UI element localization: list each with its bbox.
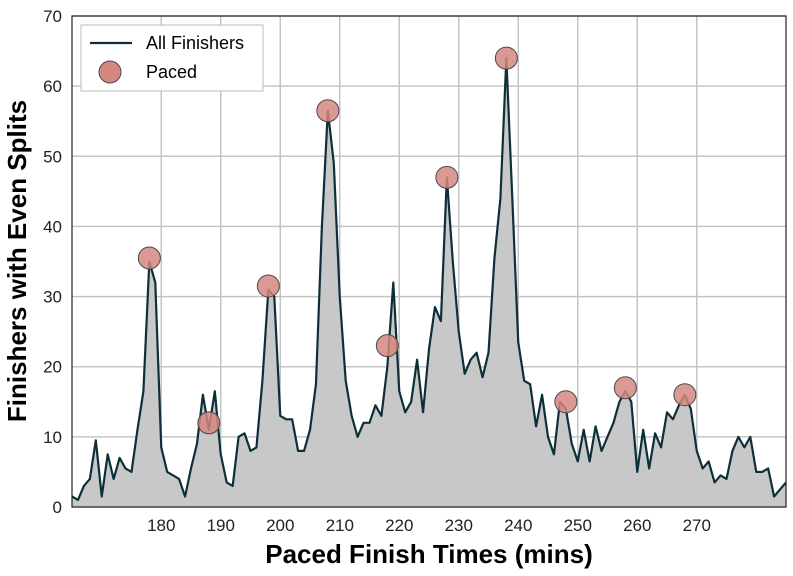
x-tick-label: 240 xyxy=(504,516,532,535)
paced-point xyxy=(137,246,161,270)
y-tick-label: 60 xyxy=(43,77,62,96)
all-finishers-line xyxy=(71,56,787,502)
y-tick-label: 30 xyxy=(43,288,62,307)
line-layer xyxy=(71,56,787,502)
y-tick-label: 0 xyxy=(53,498,62,517)
paced-point xyxy=(375,334,399,358)
y-tick-label: 40 xyxy=(43,217,62,236)
y-tick-label: 70 xyxy=(43,7,62,26)
y-tick-labels: 0 10 20 30 40 50 60 70 xyxy=(43,7,62,517)
y-tick-label: 20 xyxy=(43,358,62,377)
paced-point xyxy=(435,165,459,189)
area-fill-layer xyxy=(72,58,786,508)
x-tick-label: 260 xyxy=(623,516,651,535)
paced-point xyxy=(673,383,697,407)
paced-point xyxy=(554,390,578,414)
y-tick-label: 50 xyxy=(43,147,62,166)
x-tick-label: 180 xyxy=(147,516,175,535)
x-tick-labels: 180 190 200 210 220 230 240 250 260 270 xyxy=(147,516,711,535)
legend: All Finishers Paced xyxy=(80,24,264,92)
x-tick-label: 210 xyxy=(326,516,354,535)
paced-point xyxy=(613,376,637,400)
paced-point xyxy=(316,99,340,123)
legend-label-paced: Paced xyxy=(146,62,197,82)
y-tick-label: 10 xyxy=(43,428,62,447)
x-tick-label: 190 xyxy=(207,516,235,535)
x-tick-label: 220 xyxy=(385,516,413,535)
paced-markers xyxy=(137,46,697,435)
x-tick-label: 200 xyxy=(266,516,294,535)
x-tick-label: 250 xyxy=(564,516,592,535)
paced-point xyxy=(494,46,518,70)
x-tick-label: 230 xyxy=(445,516,473,535)
legend-label-all-finishers: All Finishers xyxy=(146,33,244,53)
legend-marker-swatch xyxy=(98,60,122,84)
plot-frame xyxy=(71,15,787,508)
x-axis-title: Paced Finish Times (mins) xyxy=(265,539,593,569)
x-tick-label: 270 xyxy=(683,516,711,535)
paced-point xyxy=(256,274,280,298)
y-axis-title: Finishers with Even Splits xyxy=(2,100,32,422)
paced-point xyxy=(197,411,221,435)
all-finishers-area-fill xyxy=(72,58,786,508)
